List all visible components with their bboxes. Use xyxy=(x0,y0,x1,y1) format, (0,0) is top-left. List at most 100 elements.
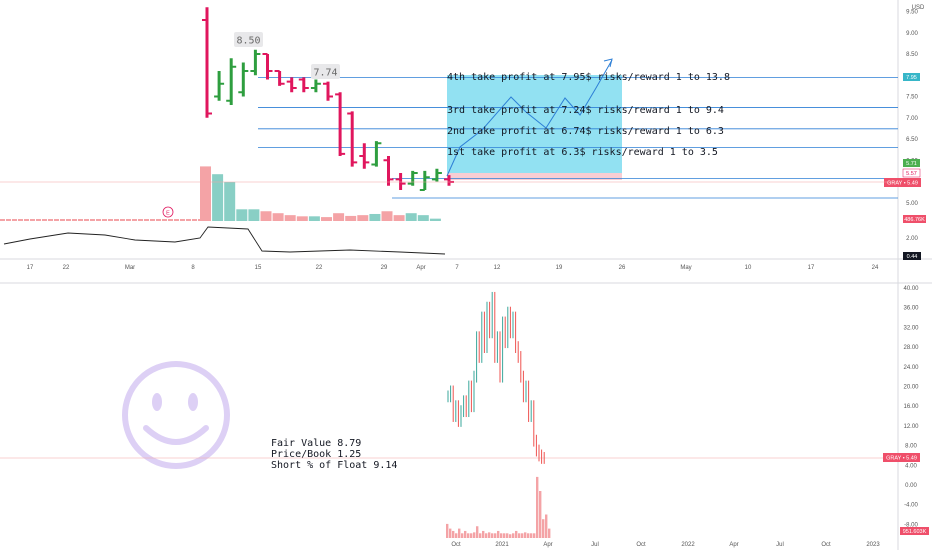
low-price-tag xyxy=(902,168,921,178)
candle xyxy=(286,77,297,93)
volume-bar xyxy=(60,219,65,221)
callout-second xyxy=(311,64,340,79)
candle xyxy=(383,156,394,186)
projected-path xyxy=(446,59,613,177)
volume-bar xyxy=(108,219,113,221)
indicator-tag-label: 0.44 xyxy=(907,254,918,260)
bottom-y-tick: 4.00 xyxy=(905,463,917,469)
volume-bar xyxy=(162,219,167,221)
volume-bar xyxy=(296,216,308,221)
volume-bar xyxy=(114,219,119,221)
top-y-tick: 2.00 xyxy=(906,236,918,242)
bottom-y-tick: 24.00 xyxy=(903,365,919,371)
low-price-tag-label: 5.57 xyxy=(906,171,917,177)
candle xyxy=(226,58,237,105)
volume-bar xyxy=(78,219,83,221)
top-price-axis[interactable]: 9.509.008.508.007.507.006.506.005.002.00 xyxy=(906,10,918,243)
volume-bar xyxy=(369,213,381,221)
bottom-volume-bar xyxy=(458,528,461,538)
bottom-price-tag xyxy=(883,453,920,462)
bottom-volume-bar xyxy=(449,528,452,538)
bottom-volume-bar xyxy=(527,533,530,538)
volume-bar xyxy=(174,219,179,221)
volume-bar xyxy=(24,219,29,221)
bottom-volume-bar xyxy=(521,533,524,538)
bottom-x-tick: Apr xyxy=(543,542,552,548)
bottom-time-axis[interactable]: Oct 2021 Apr Jul Oct 2022 Apr Jul Oct 2023 xyxy=(451,542,880,548)
short-float-text: Short % of Float 9.14 xyxy=(271,460,397,471)
volume-bar xyxy=(381,211,393,221)
volume-bar xyxy=(120,219,125,221)
bottom-volume-bar xyxy=(452,530,455,538)
bottom-x-tick: Jul xyxy=(591,542,599,548)
bottom-volume-bar xyxy=(512,533,515,538)
volume-bar xyxy=(132,219,137,221)
volume-bar xyxy=(126,219,131,221)
bottom-volume-bar xyxy=(491,533,494,538)
indicator-line xyxy=(3,226,446,255)
bottom-volume-bar xyxy=(467,533,470,538)
bottom-volume-bar xyxy=(548,528,551,538)
bottom-volume-bar xyxy=(464,530,467,538)
top-x-tick: 10 xyxy=(745,265,752,271)
volume-tag xyxy=(903,215,926,223)
bottom-x-tick: 2022 xyxy=(681,542,695,548)
bottom-x-tick: Oct xyxy=(821,542,831,548)
volume-series xyxy=(0,166,441,221)
bottom-volume-tag xyxy=(900,527,929,535)
volume-bar xyxy=(66,219,71,221)
bottom-volume-bar xyxy=(479,533,482,538)
bottom-x-tick: Jul xyxy=(776,542,784,548)
bottom-volume-bar xyxy=(497,530,500,538)
bottom-price-axis[interactable]: 40.00 36.00 32.00 28.00 24.00 20.00 16.00 12.00… xyxy=(903,286,919,528)
volume-bar xyxy=(236,209,248,221)
candle xyxy=(262,53,273,80)
volume-bar xyxy=(12,219,17,221)
top-x-tick: Mar xyxy=(125,265,135,271)
bottom-ohlc-series xyxy=(447,291,545,464)
bottom-y-tick: -4.00 xyxy=(904,503,918,509)
high-price-tag xyxy=(903,159,920,167)
volume-bar xyxy=(48,219,53,221)
price-book-text: Price/Book 1.25 xyxy=(271,449,361,460)
bottom-volume-bar xyxy=(455,533,458,538)
volume-bar xyxy=(138,219,143,221)
top-y-tick: 9.50 xyxy=(906,10,918,16)
volume-bar xyxy=(405,213,417,221)
top-x-tick: 7 xyxy=(455,265,459,271)
current-price-tag xyxy=(884,178,921,187)
candle xyxy=(359,143,370,169)
bottom-y-tick: 16.00 xyxy=(903,404,919,410)
volume-bar xyxy=(96,219,101,221)
tp4-price-tag-label: 7.95 xyxy=(906,75,917,81)
bottom-x-tick: Apr xyxy=(729,542,738,548)
volume-bar xyxy=(357,215,369,221)
candle xyxy=(371,141,382,167)
top-y-tick: 6.50 xyxy=(906,137,918,143)
volume-tag-label: 486.76K xyxy=(904,217,925,223)
volume-bar xyxy=(333,213,345,221)
candle xyxy=(431,168,442,182)
volume-bar xyxy=(150,219,155,221)
volume-bar xyxy=(102,219,107,221)
take-profit-zone xyxy=(447,75,622,173)
earnings-marker[interactable] xyxy=(162,206,174,218)
volume-bar xyxy=(272,213,284,221)
top-y-tick: 8.50 xyxy=(906,52,918,58)
volume-bar xyxy=(186,219,191,221)
top-x-tick: Apr xyxy=(416,265,425,271)
top-x-tick: 19 xyxy=(556,265,563,271)
candle xyxy=(310,79,321,93)
volume-bar xyxy=(6,219,11,221)
bottom-volume-bar xyxy=(482,530,485,538)
annotation-tp2: 2nd take profit at 6.74$ risks/reward 1 … xyxy=(447,126,724,137)
bottom-volume-bar xyxy=(509,534,512,538)
bottom-volume-bar xyxy=(476,526,479,538)
bottom-volume-bar xyxy=(515,530,518,538)
top-x-tick: 22 xyxy=(63,265,70,271)
candle xyxy=(250,49,261,76)
bottom-volume-bar xyxy=(488,532,491,538)
top-time-axis[interactable]: 17 22 Mar 8 15 22 29 Apr 7 12 19 26 May 10 17 24 xyxy=(27,265,879,271)
candle xyxy=(298,77,309,93)
volume-bar xyxy=(192,219,197,221)
